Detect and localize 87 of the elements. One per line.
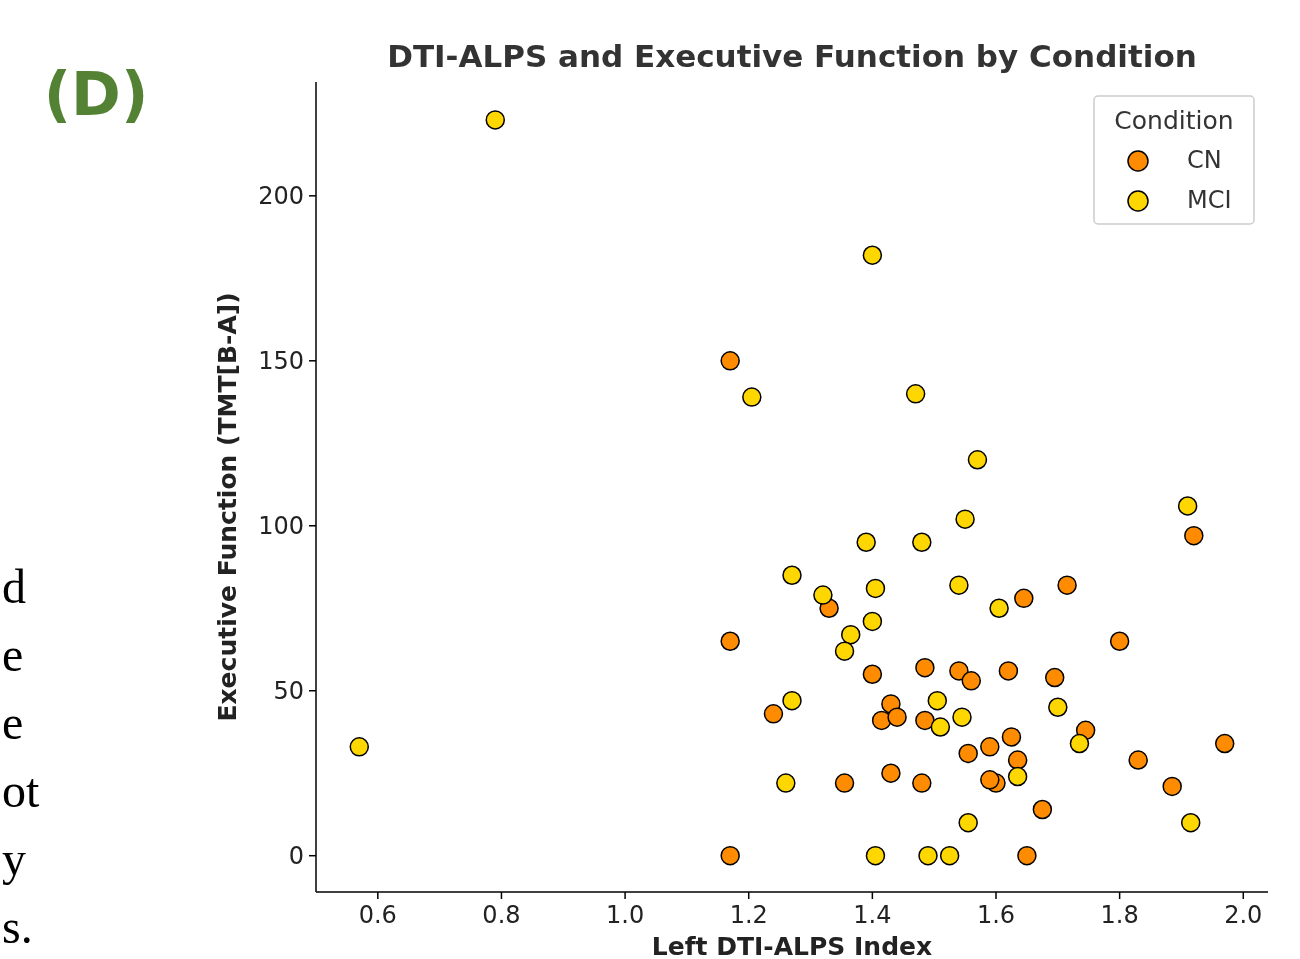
- point: [998, 661, 1019, 681]
- y-tick-label: 0: [288, 841, 304, 870]
- y-tick-label: 200: [258, 181, 304, 210]
- legend-label: MCI: [1187, 186, 1232, 214]
- legend-label: CN: [1187, 146, 1222, 174]
- x-tick-label: 1.4: [853, 901, 892, 929]
- x-axis-title: Left DTI-ALPS Index: [651, 932, 933, 959]
- point: [1001, 727, 1022, 747]
- point: [881, 763, 901, 783]
- point: [955, 509, 975, 529]
- point: [1109, 631, 1130, 651]
- x-tick-label: 2.0: [1224, 901, 1263, 929]
- x-tick-label: 0.8: [482, 901, 521, 929]
- point: [856, 532, 876, 553]
- point: [834, 773, 855, 793]
- point: [1184, 525, 1204, 546]
- point: [813, 585, 833, 605]
- text: d: [2, 560, 26, 613]
- x-tick-label: 1.6: [976, 901, 1016, 929]
- point: [1177, 496, 1198, 516]
- point: [930, 717, 951, 737]
- y-tick-label: 100: [258, 511, 304, 540]
- point: [1057, 575, 1077, 595]
- point: [912, 773, 932, 793]
- point: [905, 384, 926, 404]
- point: [1128, 750, 1148, 770]
- point: [349, 737, 370, 757]
- point: [1032, 799, 1053, 820]
- text: y: [2, 832, 26, 885]
- point: [949, 661, 969, 681]
- point: [834, 641, 855, 661]
- point: [927, 690, 948, 711]
- point: [742, 387, 762, 407]
- point: [939, 845, 960, 866]
- point: [918, 845, 938, 866]
- point: [1048, 697, 1068, 717]
- point: [763, 704, 784, 724]
- legend-title: Condition: [1114, 106, 1234, 135]
- point: [862, 664, 883, 684]
- x-tick-label: 1.0: [606, 901, 645, 929]
- point: [720, 351, 740, 371]
- point: [1044, 667, 1065, 688]
- x-tick-label: 0.6: [358, 901, 397, 929]
- point: [989, 598, 1009, 618]
- point: [1007, 766, 1028, 787]
- point: [720, 631, 740, 651]
- point: [958, 812, 978, 833]
- text: e: [2, 696, 24, 749]
- point: [980, 737, 1000, 757]
- point: [865, 578, 886, 599]
- text: (D): [43, 59, 149, 129]
- point: [862, 611, 883, 632]
- point: [782, 565, 802, 586]
- text: e: [2, 628, 24, 681]
- point: [862, 245, 883, 265]
- point: [1014, 588, 1034, 609]
- y-tick-label: 50: [273, 676, 304, 705]
- point: [952, 707, 972, 727]
- point: [887, 707, 907, 727]
- point: [1069, 733, 1090, 754]
- point: [915, 657, 935, 678]
- point: [1162, 776, 1182, 797]
- y-tick-label: 150: [258, 346, 304, 375]
- text: ot: [2, 764, 40, 817]
- y-axis-title: Executive Function (TMT[B-A]): [213, 292, 242, 722]
- point: [840, 624, 861, 645]
- chart-title: DTI-ALPS and Executive Function by Condition: [387, 38, 1197, 74]
- point: [980, 770, 1000, 790]
- point: [912, 532, 932, 553]
- point: [485, 110, 506, 130]
- point: [949, 575, 969, 595]
- point: [961, 671, 982, 691]
- point: [776, 773, 796, 793]
- x-tick-label: 1.8: [1100, 901, 1139, 929]
- point: [720, 845, 740, 866]
- point: [915, 710, 935, 731]
- point: [1007, 750, 1028, 770]
- text: s.: [2, 900, 33, 953]
- point: [967, 450, 988, 470]
- point: [958, 743, 978, 764]
- x-tick-label: 1.2: [729, 901, 768, 929]
- point: [1180, 812, 1201, 833]
- point: [782, 690, 802, 711]
- point: [865, 845, 886, 866]
- point: [871, 710, 892, 731]
- point: [1017, 845, 1037, 866]
- point: [1214, 733, 1235, 754]
